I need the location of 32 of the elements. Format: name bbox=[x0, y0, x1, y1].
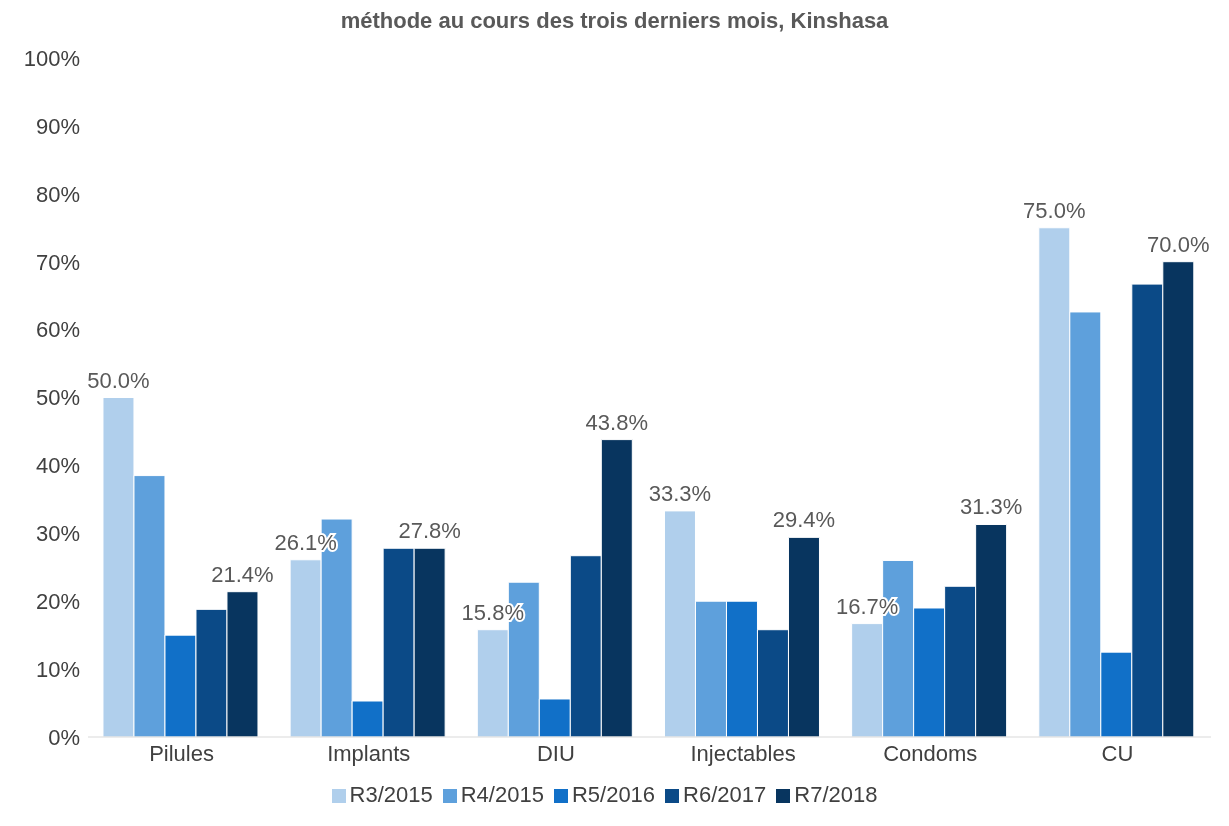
data-label: 75.0% bbox=[1023, 197, 1086, 223]
y-tick-label: 80% bbox=[35, 181, 80, 207]
data-label: 50.0% bbox=[87, 367, 150, 393]
legend-label: R6/2017 bbox=[683, 782, 767, 807]
chart-title: méthode au cours des trois derniers mois, Kinshasa bbox=[339, 8, 890, 35]
y-tick-label: 20% bbox=[35, 589, 80, 615]
data-label: 43.8% bbox=[585, 409, 648, 435]
y-tick-label: 0% bbox=[48, 724, 80, 750]
y-tick-label: 70% bbox=[35, 249, 80, 275]
data-label: 27.8% bbox=[398, 518, 461, 544]
y-tick-label: 10% bbox=[35, 656, 80, 682]
data-label: 29.4% bbox=[772, 507, 836, 533]
x-tick-label: CU bbox=[1101, 740, 1134, 766]
legend-label: R3/2015 bbox=[349, 782, 433, 807]
data-label: 70.0% bbox=[1147, 231, 1210, 257]
y-tick-label: 60% bbox=[35, 317, 80, 343]
data-label: 31.3% bbox=[959, 494, 1023, 520]
y-tick-label: 40% bbox=[35, 453, 80, 479]
y-tick-label: 50% bbox=[35, 385, 80, 411]
x-tick-label: DIU bbox=[536, 740, 575, 766]
legend-label: R5/2016 bbox=[571, 782, 656, 807]
legend-label: R4/2015 bbox=[460, 782, 544, 807]
y-tick-label: 90% bbox=[35, 113, 80, 139]
legend-label: R7/2018 bbox=[794, 782, 878, 807]
x-tick-label: Injectables bbox=[690, 740, 796, 766]
x-tick-label: Condoms bbox=[883, 740, 978, 766]
data-label: 33.3% bbox=[648, 480, 712, 506]
y-tick-label: 100% bbox=[23, 45, 80, 71]
y-tick-label: 30% bbox=[35, 521, 80, 547]
data-label: 21.4% bbox=[211, 561, 274, 587]
x-tick-label: Implants bbox=[327, 740, 411, 766]
x-tick-label: Pilules bbox=[149, 740, 214, 766]
